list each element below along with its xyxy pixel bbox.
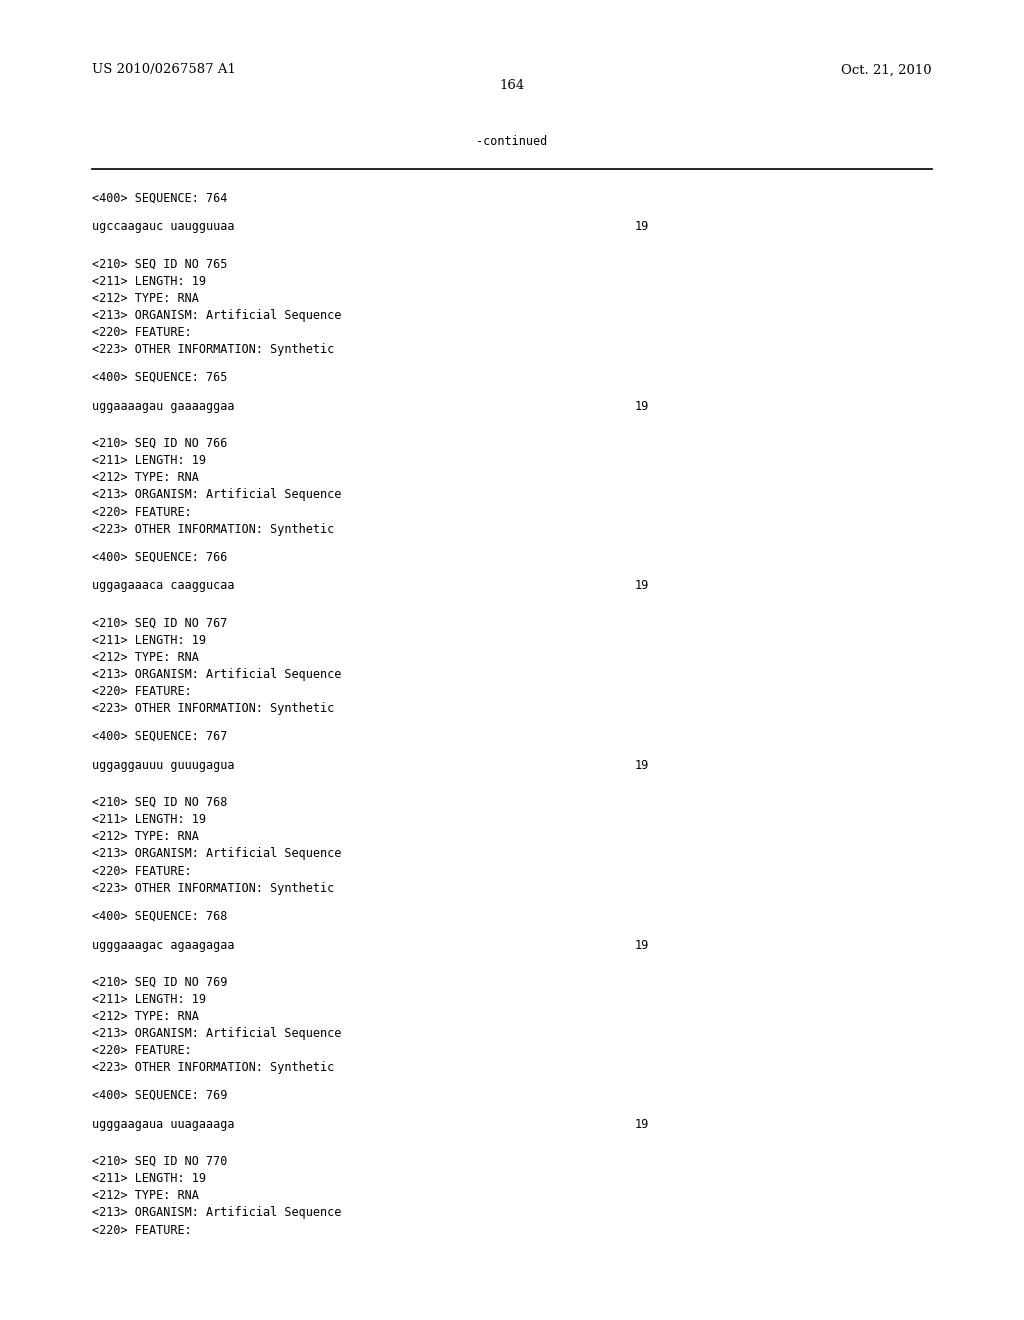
Text: 19: 19 — [635, 220, 649, 234]
Text: 19: 19 — [635, 939, 649, 952]
Text: <213> ORGANISM: Artificial Sequence: <213> ORGANISM: Artificial Sequence — [92, 309, 342, 322]
Text: <210> SEQ ID NO 769: <210> SEQ ID NO 769 — [92, 975, 227, 989]
Text: <220> FEATURE:: <220> FEATURE: — [92, 1044, 191, 1057]
Text: 19: 19 — [635, 579, 649, 593]
Text: <213> ORGANISM: Artificial Sequence: <213> ORGANISM: Artificial Sequence — [92, 1027, 342, 1040]
Text: <210> SEQ ID NO 770: <210> SEQ ID NO 770 — [92, 1155, 227, 1168]
Text: <213> ORGANISM: Artificial Sequence: <213> ORGANISM: Artificial Sequence — [92, 1206, 342, 1220]
Text: <213> ORGANISM: Artificial Sequence: <213> ORGANISM: Artificial Sequence — [92, 668, 342, 681]
Text: <211> LENGTH: 19: <211> LENGTH: 19 — [92, 275, 206, 288]
Text: <400> SEQUENCE: 764: <400> SEQUENCE: 764 — [92, 191, 227, 205]
Text: <213> ORGANISM: Artificial Sequence: <213> ORGANISM: Artificial Sequence — [92, 847, 342, 861]
Text: <400> SEQUENCE: 769: <400> SEQUENCE: 769 — [92, 1089, 227, 1102]
Text: <212> TYPE: RNA: <212> TYPE: RNA — [92, 471, 199, 484]
Text: 164: 164 — [500, 79, 524, 92]
Text: <211> LENGTH: 19: <211> LENGTH: 19 — [92, 1172, 206, 1185]
Text: <211> LENGTH: 19: <211> LENGTH: 19 — [92, 454, 206, 467]
Text: Oct. 21, 2010: Oct. 21, 2010 — [841, 63, 932, 77]
Text: <223> OTHER INFORMATION: Synthetic: <223> OTHER INFORMATION: Synthetic — [92, 702, 335, 715]
Text: <212> TYPE: RNA: <212> TYPE: RNA — [92, 1189, 199, 1203]
Text: <400> SEQUENCE: 766: <400> SEQUENCE: 766 — [92, 550, 227, 564]
Text: <211> LENGTH: 19: <211> LENGTH: 19 — [92, 813, 206, 826]
Text: <210> SEQ ID NO 767: <210> SEQ ID NO 767 — [92, 616, 227, 630]
Text: <212> TYPE: RNA: <212> TYPE: RNA — [92, 1010, 199, 1023]
Text: <212> TYPE: RNA: <212> TYPE: RNA — [92, 651, 199, 664]
Text: 19: 19 — [635, 1118, 649, 1131]
Text: <400> SEQUENCE: 768: <400> SEQUENCE: 768 — [92, 909, 227, 923]
Text: <223> OTHER INFORMATION: Synthetic: <223> OTHER INFORMATION: Synthetic — [92, 523, 335, 536]
Text: <220> FEATURE:: <220> FEATURE: — [92, 685, 191, 698]
Text: <212> TYPE: RNA: <212> TYPE: RNA — [92, 292, 199, 305]
Text: US 2010/0267587 A1: US 2010/0267587 A1 — [92, 63, 237, 77]
Text: <211> LENGTH: 19: <211> LENGTH: 19 — [92, 634, 206, 647]
Text: <220> FEATURE:: <220> FEATURE: — [92, 865, 191, 878]
Text: <400> SEQUENCE: 765: <400> SEQUENCE: 765 — [92, 371, 227, 384]
Text: <220> FEATURE:: <220> FEATURE: — [92, 1224, 191, 1237]
Text: 19: 19 — [635, 759, 649, 772]
Text: <213> ORGANISM: Artificial Sequence: <213> ORGANISM: Artificial Sequence — [92, 488, 342, 502]
Text: ugggaaagac agaagagaa: ugggaaagac agaagagaa — [92, 939, 234, 952]
Text: <211> LENGTH: 19: <211> LENGTH: 19 — [92, 993, 206, 1006]
Text: ugggaagaua uuagaaaga: ugggaagaua uuagaaaga — [92, 1118, 234, 1131]
Text: <400> SEQUENCE: 767: <400> SEQUENCE: 767 — [92, 730, 227, 743]
Text: <212> TYPE: RNA: <212> TYPE: RNA — [92, 830, 199, 843]
Text: 19: 19 — [635, 400, 649, 413]
Text: -continued: -continued — [476, 135, 548, 148]
Text: <223> OTHER INFORMATION: Synthetic: <223> OTHER INFORMATION: Synthetic — [92, 882, 335, 895]
Text: <223> OTHER INFORMATION: Synthetic: <223> OTHER INFORMATION: Synthetic — [92, 1061, 335, 1074]
Text: <220> FEATURE:: <220> FEATURE: — [92, 506, 191, 519]
Text: <220> FEATURE:: <220> FEATURE: — [92, 326, 191, 339]
Text: uggaggauuu guuugagua: uggaggauuu guuugagua — [92, 759, 234, 772]
Text: <223> OTHER INFORMATION: Synthetic: <223> OTHER INFORMATION: Synthetic — [92, 343, 335, 356]
Text: <210> SEQ ID NO 768: <210> SEQ ID NO 768 — [92, 796, 227, 809]
Text: ugccaagauc uaugguuaa: ugccaagauc uaugguuaa — [92, 220, 234, 234]
Text: <210> SEQ ID NO 766: <210> SEQ ID NO 766 — [92, 437, 227, 450]
Text: <210> SEQ ID NO 765: <210> SEQ ID NO 765 — [92, 257, 227, 271]
Text: uggaaaagau gaaaaggaa: uggaaaagau gaaaaggaa — [92, 400, 234, 413]
Text: uggagaaaca caaggucaa: uggagaaaca caaggucaa — [92, 579, 234, 593]
